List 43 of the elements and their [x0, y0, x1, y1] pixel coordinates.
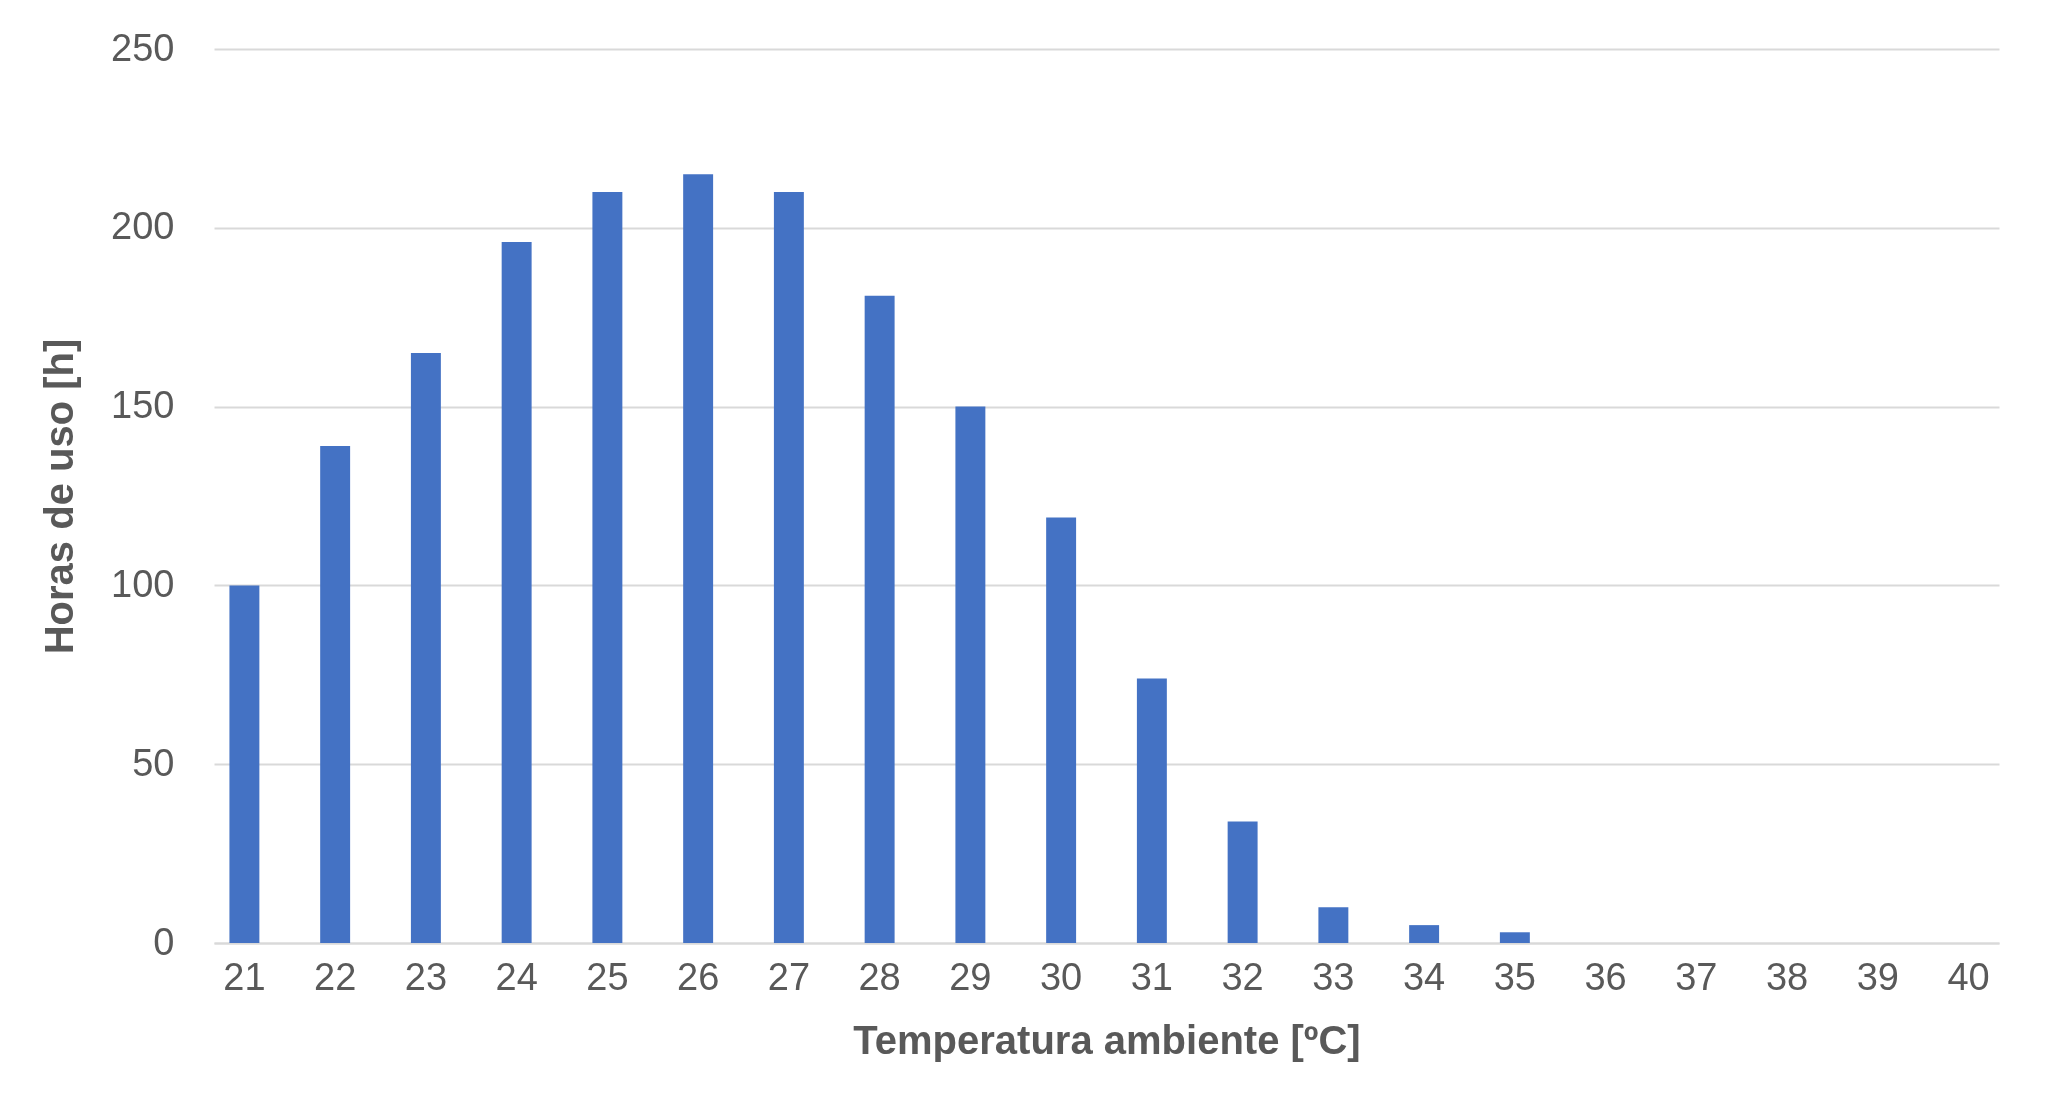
y-tick-label: 150	[111, 384, 175, 427]
x-axis-title: Temperatura ambiente [ºC]	[853, 1017, 1361, 1062]
y-tick-label: 200	[111, 205, 175, 248]
x-tick-label: 27	[767, 955, 811, 998]
x-tick-label: 22	[314, 955, 357, 998]
bar	[955, 406, 986, 943]
bar	[683, 174, 714, 943]
y-axis-title: Horas de uso [h]	[37, 338, 82, 655]
x-tick-label: 34	[1402, 955, 1446, 998]
x-tick-label: 38	[1765, 955, 1809, 998]
bar	[320, 445, 351, 943]
bar	[864, 295, 895, 943]
bar	[1136, 678, 1167, 943]
bar	[1409, 925, 1440, 943]
bar	[1318, 907, 1349, 943]
bar	[773, 192, 804, 943]
x-tick-label: 37	[1675, 955, 1718, 998]
x-tick-label: 25	[586, 955, 629, 998]
y-tick-label: 0	[153, 920, 175, 963]
x-tick-label: 36	[1584, 955, 1627, 998]
bar	[501, 242, 532, 943]
x-tick-label: 29	[949, 955, 992, 998]
x-tick-label: 30	[1039, 955, 1083, 998]
x-tick-label: 32	[1221, 955, 1264, 998]
y-tick-label: 50	[132, 741, 175, 784]
y-tick-label: 100	[111, 562, 175, 605]
bar	[1499, 932, 1530, 943]
x-tick-label: 24	[495, 955, 538, 998]
bar	[1227, 821, 1258, 943]
x-tick-label: 21	[223, 955, 266, 998]
bar	[410, 352, 441, 943]
x-tick-label: 39	[1856, 955, 1899, 998]
bar	[229, 585, 260, 943]
x-tick-label: 40	[1947, 955, 1990, 998]
x-tick-label: 26	[677, 955, 720, 998]
y-tick-label: 250	[111, 26, 175, 69]
x-tick-label: 23	[404, 955, 448, 998]
bar	[592, 192, 623, 943]
x-tick-label: 28	[858, 955, 901, 998]
bar	[1046, 517, 1077, 943]
x-tick-label: 33	[1312, 955, 1355, 998]
x-tick-label: 35	[1493, 955, 1536, 998]
x-tick-label: 31	[1130, 955, 1174, 998]
